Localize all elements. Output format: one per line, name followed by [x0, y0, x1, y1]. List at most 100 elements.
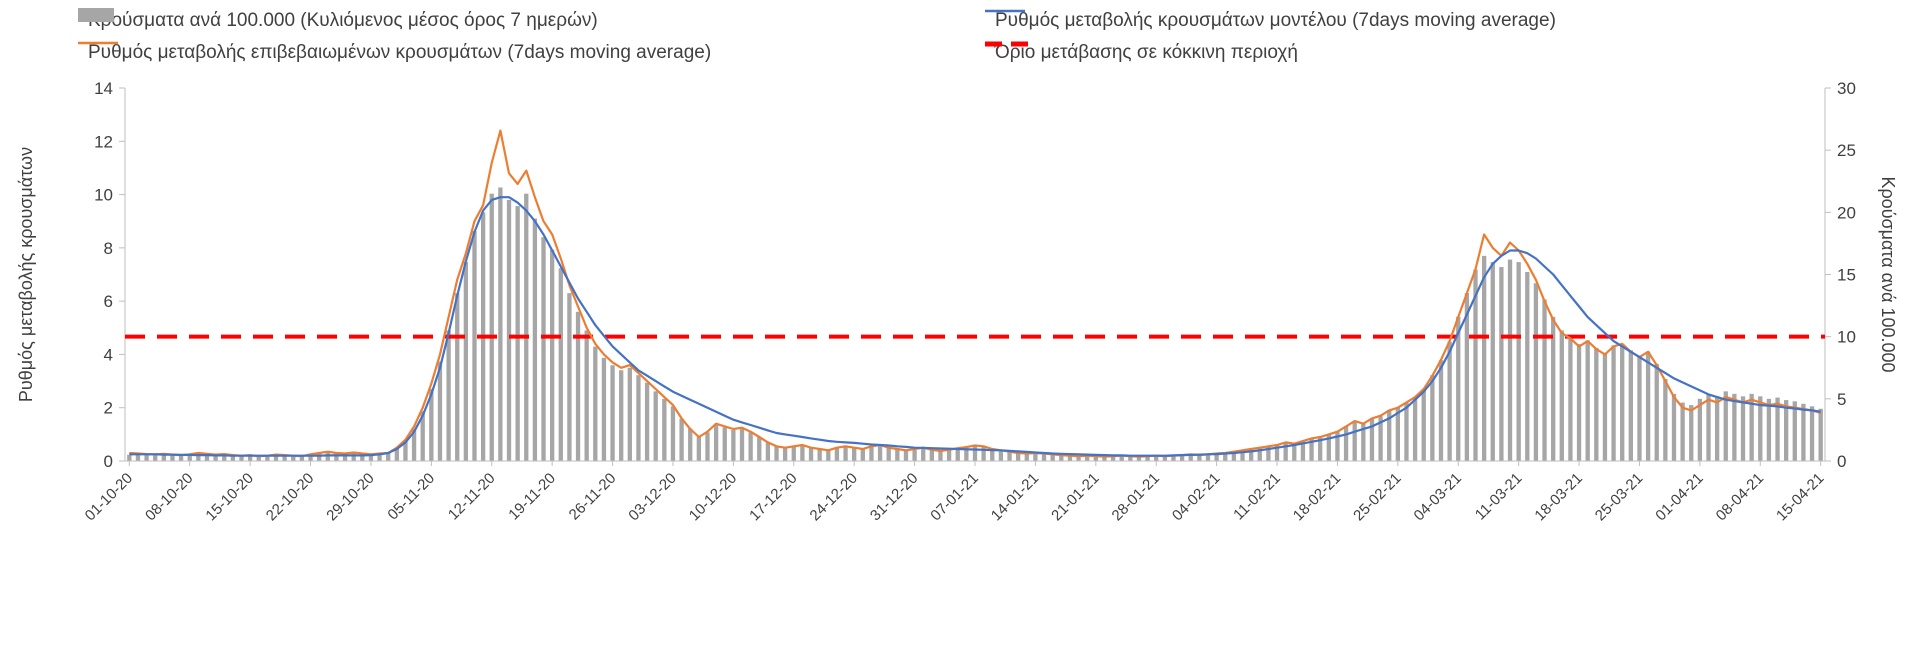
bar — [1697, 398, 1703, 461]
bar — [1326, 434, 1331, 461]
bar — [1248, 448, 1254, 461]
bar — [455, 293, 460, 461]
bar — [334, 452, 339, 461]
x-tick-label: 08-10-20 — [142, 470, 196, 524]
bar — [688, 428, 693, 461]
x-tick-label: 22-10-20 — [263, 470, 317, 524]
x-tick-label: 15-10-20 — [202, 470, 256, 524]
bar — [808, 447, 814, 461]
bar — [230, 455, 236, 461]
bar — [256, 456, 261, 461]
bar — [463, 262, 469, 461]
bar — [1093, 456, 1098, 461]
bar — [1274, 444, 1280, 461]
bar — [584, 330, 589, 461]
bar — [204, 454, 210, 461]
bar — [170, 454, 175, 461]
left-tick-label: 8 — [104, 239, 113, 258]
bar — [1283, 442, 1288, 461]
bar — [394, 448, 399, 461]
bar — [1499, 267, 1504, 461]
bar — [1714, 396, 1720, 461]
bar — [1059, 454, 1064, 461]
bar — [1637, 356, 1642, 461]
bar — [1231, 451, 1237, 462]
bar — [1723, 391, 1728, 461]
bar — [1645, 351, 1651, 461]
x-tick-label: 04-02-21 — [1169, 470, 1223, 524]
bar — [1740, 396, 1746, 461]
bar — [955, 448, 960, 461]
bar — [852, 447, 857, 461]
x-tick-label: 18-02-21 — [1290, 470, 1344, 524]
bar — [1369, 418, 1375, 461]
bar — [1758, 396, 1763, 461]
bar — [420, 411, 425, 461]
bar — [1473, 269, 1478, 461]
bar — [1145, 456, 1150, 461]
bar — [567, 293, 572, 461]
bar — [713, 424, 719, 461]
bar — [748, 432, 753, 461]
bar — [1050, 454, 1055, 461]
model-cases-rate-line — [129, 196, 1821, 457]
bar — [593, 346, 598, 461]
bar — [860, 448, 865, 461]
left-tick-label: 0 — [104, 452, 113, 471]
bar — [886, 447, 891, 461]
right-axis-ticks: 0 5 10 15 20 25 30 — [1825, 79, 1856, 471]
bar — [774, 446, 779, 461]
bar — [1809, 406, 1815, 461]
bar — [273, 454, 279, 461]
legend-item-red-threshold: Όριο μετάβασης σε κόκκινη περιοχή — [985, 40, 1298, 66]
bar — [196, 454, 201, 461]
bar — [1628, 350, 1633, 461]
legend-label-cases-bars: Κρούσματα ανά 100.000 (Κυλιόμενος μέσος … — [88, 10, 598, 31]
bar — [670, 406, 676, 461]
bar — [1490, 262, 1495, 461]
bar — [1154, 455, 1159, 461]
x-axis-ticks: 01-10-20 08-10-20 15-10-20 22-10-20 29-10-20… — [82, 461, 1828, 524]
bar — [834, 447, 840, 461]
bar — [1594, 347, 1599, 461]
bar — [558, 268, 563, 461]
bar — [178, 455, 184, 461]
bar — [1067, 455, 1073, 461]
left-axis-ticks: 0 2 4 6 8 10 12 14 — [94, 79, 125, 471]
x-tick-label: 18-03-21 — [1531, 470, 1585, 524]
bar — [360, 453, 365, 461]
x-tick-label: 31-12-20 — [867, 470, 921, 524]
bar — [653, 391, 658, 461]
bar — [127, 454, 132, 461]
bar — [1680, 402, 1685, 461]
bar — [1197, 454, 1202, 461]
legend-label-model-line: Ρυθμός μεταβολής κρουσμάτων μοντέλου (7d… — [995, 10, 1556, 31]
bar — [990, 448, 995, 461]
bar — [619, 370, 624, 461]
bar — [446, 330, 451, 461]
bar — [1041, 453, 1047, 461]
bar — [1412, 397, 1418, 461]
bar — [1352, 421, 1357, 461]
right-tick-label: 25 — [1837, 141, 1856, 160]
bar — [644, 382, 650, 461]
bar — [800, 444, 805, 461]
bar — [342, 453, 348, 461]
bar — [1136, 456, 1142, 461]
bar — [1516, 262, 1521, 461]
bar — [1128, 456, 1133, 461]
x-tick-label: 11-02-21 — [1230, 470, 1284, 524]
bar — [429, 388, 434, 461]
bar — [291, 456, 296, 461]
legend-item-confirmed-line: Ρυθμός μεταβολής επιβεβαιωμένων κρουσμάτ… — [78, 40, 711, 66]
bar — [213, 455, 218, 461]
bar — [1076, 456, 1081, 461]
bar — [1162, 456, 1167, 461]
bar — [1110, 456, 1116, 461]
bar — [1525, 272, 1530, 461]
bar — [144, 454, 149, 461]
bar — [1689, 405, 1694, 461]
bar — [437, 361, 443, 461]
x-tick-label: 15-04-21 — [1773, 470, 1827, 524]
